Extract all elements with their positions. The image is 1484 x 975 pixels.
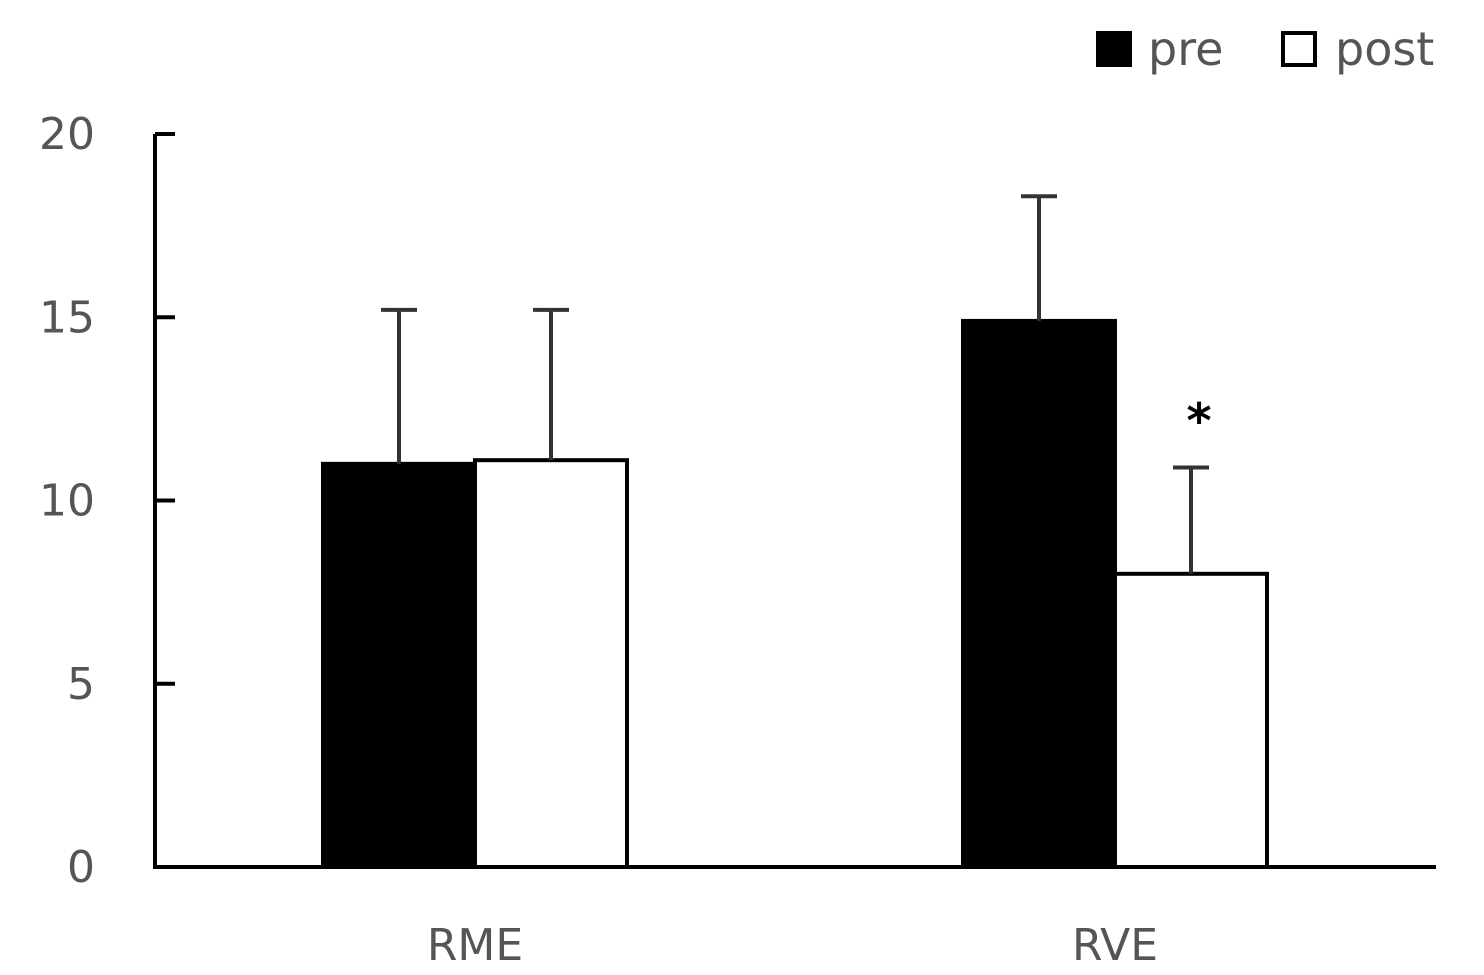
legend: pre post	[1096, 22, 1434, 76]
legend-swatch-post	[1281, 31, 1317, 67]
bars	[321, 318, 1269, 870]
x-category-labels: RME RVE	[427, 920, 1158, 971]
significance-marker: *	[1186, 394, 1211, 450]
y-tick-labels: 0 5 10 15 20	[39, 109, 95, 893]
y-tick-label: 20	[39, 109, 95, 160]
legend-label-pre: pre	[1148, 22, 1223, 76]
x-category-label: RME	[427, 920, 523, 971]
error-bars	[381, 194, 1209, 574]
bar-pre-rme	[321, 461, 477, 869]
x-category-label: RVE	[1072, 920, 1158, 971]
legend-label-post: post	[1335, 22, 1434, 76]
y-tick-label: 0	[67, 842, 95, 893]
bar-post-rme	[473, 458, 629, 869]
y-tick-label: 5	[67, 659, 95, 710]
y-tick-label: 10	[39, 476, 95, 527]
bar-post-rve	[1113, 571, 1269, 869]
annotations: *	[1186, 394, 1211, 450]
bar-pre-rve	[961, 318, 1117, 870]
y-tick-label: 15	[39, 292, 95, 343]
legend-swatch-pre	[1096, 31, 1132, 67]
